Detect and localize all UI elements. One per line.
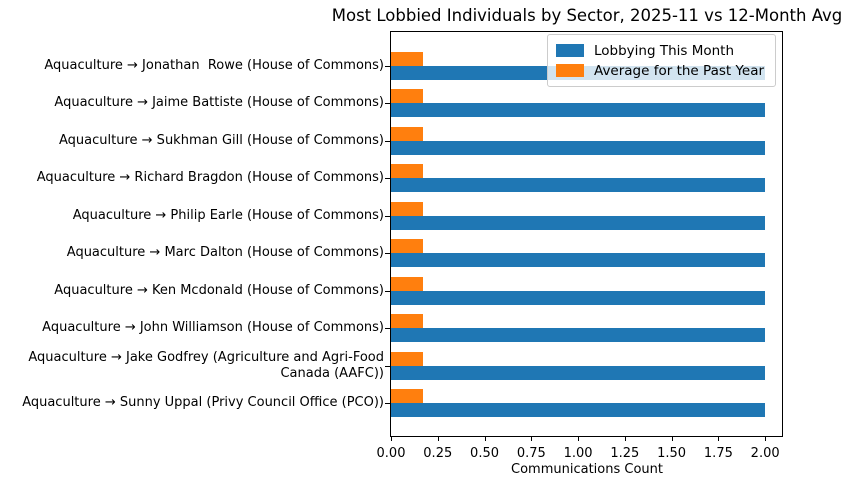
x-tick-mark	[671, 437, 673, 441]
x-tick-label: 1.00	[563, 446, 593, 461]
bar-average-past-year	[391, 314, 423, 329]
legend-swatch-average-icon	[556, 64, 584, 77]
chart-title: Most Lobbied Individuals by Sector, 2025…	[331, 6, 843, 25]
x-tick-mark	[718, 437, 720, 441]
bar-lobbying-this-month	[391, 215, 766, 230]
x-tick-mark	[765, 437, 767, 441]
y-tick-mark	[385, 253, 390, 255]
legend-label-average: Average for the Past Year	[594, 62, 765, 79]
y-tick-label: Aquaculture → Marc Dalton (House of Comm…	[66, 245, 384, 261]
bar-average-past-year	[391, 389, 423, 404]
x-tick-label: 1.75	[703, 446, 733, 461]
bar-lobbying-this-month	[391, 253, 766, 268]
legend-entry-this-month: Lobbying This Month	[556, 42, 767, 59]
bar-lobbying-this-month	[391, 328, 766, 343]
bar-lobbying-this-month	[391, 140, 766, 155]
x-tick-label: 2.00	[750, 446, 780, 461]
x-tick-label: 0.25	[423, 446, 453, 461]
y-tick-mark	[385, 215, 390, 217]
bar-lobbying-this-month	[391, 178, 766, 193]
bar-average-past-year	[391, 239, 423, 254]
bar-average-past-year	[391, 164, 423, 179]
y-tick-label: Aquaculture → Jonathan Rowe (House of Co…	[44, 57, 384, 73]
bar-lobbying-this-month	[391, 290, 766, 305]
x-tick-mark	[624, 437, 626, 441]
y-tick-mark	[385, 103, 390, 105]
x-tick-label: 0.75	[516, 446, 546, 461]
y-tick-label: Aquaculture → Ken Mcdonald (House of Com…	[54, 282, 384, 298]
bar-average-past-year	[391, 351, 423, 366]
x-tick-mark	[484, 437, 486, 441]
bar-average-past-year	[391, 51, 423, 66]
x-tick-mark	[531, 437, 533, 441]
y-tick-mark	[385, 178, 390, 180]
bar-lobbying-this-month	[391, 103, 766, 118]
bar-lobbying-this-month	[391, 403, 766, 418]
legend-swatch-this-month-icon	[556, 44, 584, 57]
plot-area	[390, 31, 783, 437]
x-tick-mark	[391, 437, 392, 441]
x-tick-label: 1.50	[657, 446, 687, 461]
y-tick-label: Aquaculture → Jaime Battiste (House of C…	[54, 95, 384, 111]
bar-average-past-year	[391, 126, 423, 141]
bar-average-past-year	[391, 89, 423, 104]
x-tick-label: 0.50	[470, 446, 500, 461]
bar-average-past-year	[391, 201, 423, 216]
x-axis-label: Communications Count	[511, 462, 663, 477]
y-tick-mark	[385, 140, 390, 142]
y-tick-label: Aquaculture → Philip Earle (House of Com…	[72, 207, 384, 223]
x-tick-label: 0.00	[376, 446, 406, 461]
y-tick-mark	[385, 65, 390, 67]
bar-average-past-year	[391, 276, 423, 291]
y-tick-mark	[385, 403, 390, 405]
legend-label-this-month: Lobbying This Month	[594, 42, 735, 59]
y-tick-mark	[385, 328, 390, 330]
legend-entry-average: Average for the Past Year	[556, 62, 767, 79]
x-tick-mark	[578, 437, 580, 441]
y-tick-label: Aquaculture → John Williamson (House of …	[42, 320, 384, 336]
bar-lobbying-this-month	[391, 365, 766, 380]
legend: Lobbying This Month Average for the Past…	[547, 34, 776, 87]
x-tick-mark	[437, 437, 439, 441]
y-tick-mark	[385, 290, 390, 292]
y-tick-label: Aquaculture → Richard Bragdon (House of …	[36, 170, 384, 186]
x-tick-label: 1.25	[610, 446, 640, 461]
y-tick-mark	[385, 365, 390, 367]
y-tick-label: Aquaculture → Jake Godfrey (Agriculture …	[28, 349, 389, 381]
y-tick-label: Aquaculture → Sukhman Gill (House of Com…	[59, 132, 384, 148]
y-tick-label: Aquaculture → Sunny Uppal (Privy Council…	[22, 395, 384, 411]
